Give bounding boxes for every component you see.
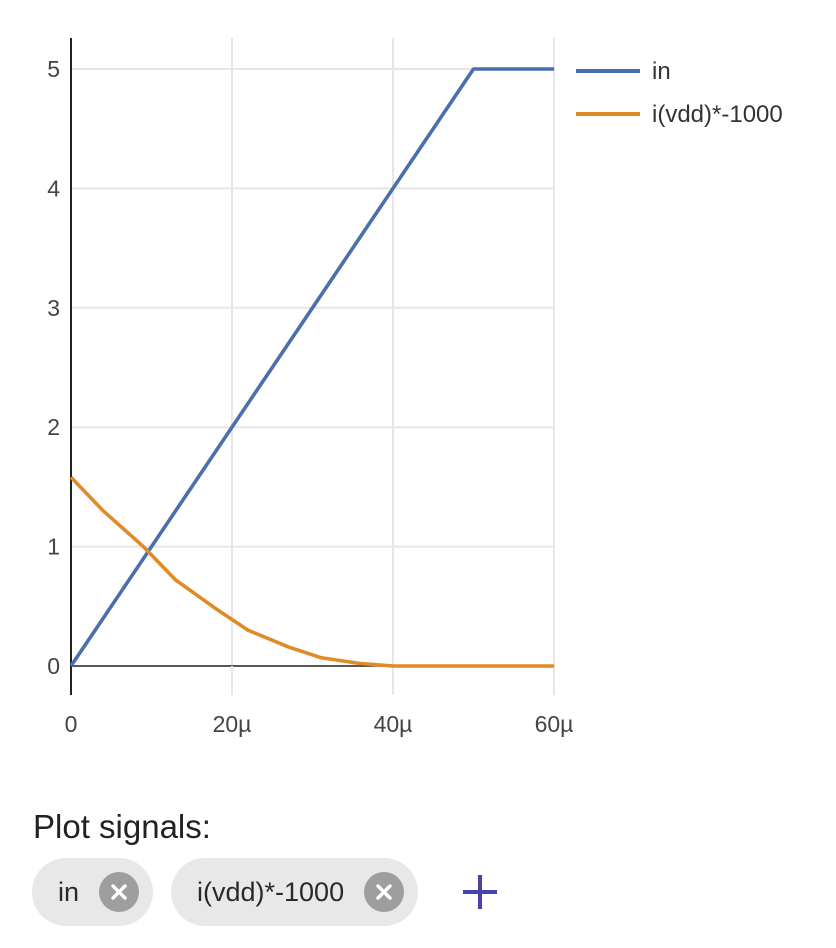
series-line-ivdd (69, 476, 554, 668)
x-tick-label: 60µ (535, 711, 574, 737)
plot-signals-title: Plot signals: (33, 808, 211, 845)
y-tick-label: 5 (47, 56, 60, 82)
add-signal-button[interactable] (454, 866, 506, 918)
signal-chip-label: i(vdd)*-1000 (197, 876, 345, 907)
signal-chip-ivdd[interactable]: i(vdd)*-1000 (171, 858, 419, 926)
series-line-in (69, 67, 554, 668)
close-circle-icon[interactable] (364, 872, 405, 912)
y-tick-label: 3 (47, 295, 60, 321)
plus-icon (463, 875, 498, 909)
close-circle-icon[interactable] (99, 872, 140, 912)
signal-chip-list: in i(vdd)*-1000 (32, 858, 506, 926)
y-tick-label: 1 (47, 534, 60, 560)
legend-label: in (652, 58, 671, 85)
plot-area: 0 20µ 40µ 60µ 0 1 2 3 4 5 in i(vdd)*-1000 (47, 38, 783, 737)
x-tick-label: 0 (65, 711, 78, 737)
line-chart: 0 20µ 40µ 60µ 0 1 2 3 4 5 in i(vdd)*-1000 (47, 38, 783, 737)
legend-label: i(vdd)*-1000 (652, 101, 783, 128)
x-tick-label: 20µ (213, 711, 252, 737)
signal-chip-label: in (58, 876, 80, 907)
y-tick-label: 4 (47, 175, 60, 201)
y-tick-label: 2 (47, 414, 60, 440)
y-tick-label: 0 (47, 653, 60, 679)
x-tick-label: 40µ (374, 711, 413, 737)
signal-chip-in[interactable]: in (32, 858, 154, 926)
